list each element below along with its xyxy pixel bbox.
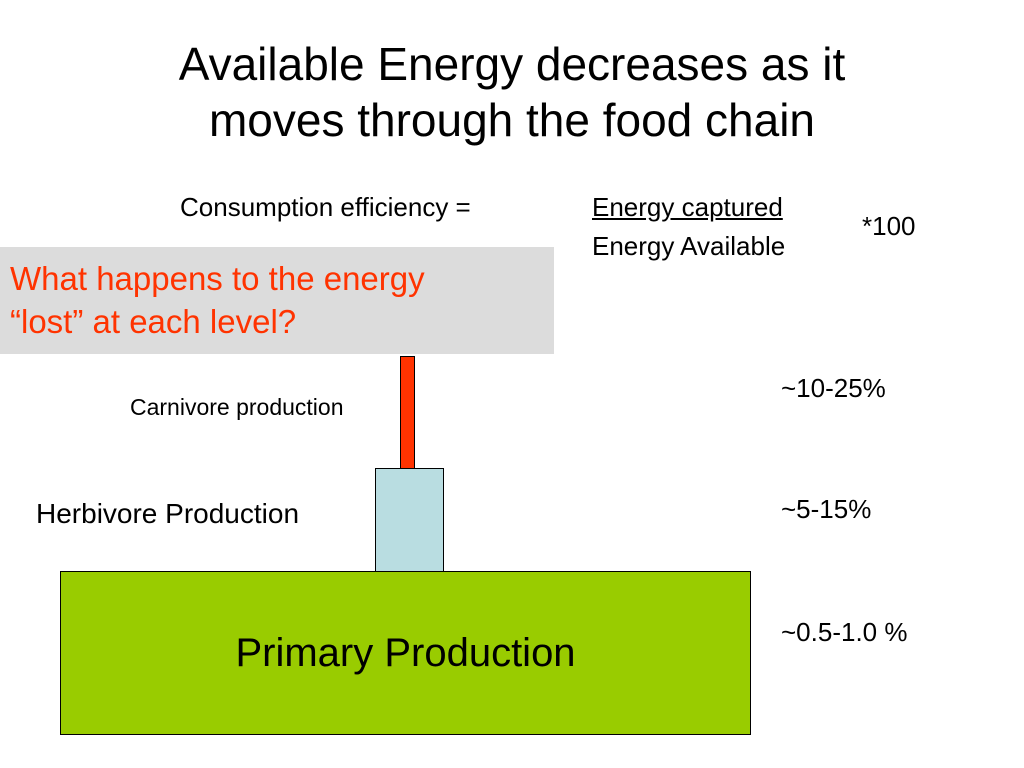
slide-title: Available Energy decreases as it moves t…: [0, 36, 1024, 148]
title-line-2: moves through the food chain: [208, 94, 816, 146]
formula-label: Consumption efficiency =: [180, 192, 471, 222]
herbivore-production-bar: [375, 468, 444, 574]
formula-numerator: Energy captured: [592, 192, 783, 222]
primary-production-box: Primary Production: [60, 571, 751, 735]
carnivore-production-label: Carnivore production: [130, 394, 344, 420]
formula-denominator: Energy Available: [592, 231, 786, 261]
formula-multiplier: *100: [862, 211, 916, 241]
carnivore-efficiency: ~10-25%: [781, 373, 886, 403]
question-line-2: “lost” at each level?: [10, 303, 297, 340]
title-line-1: Available Energy decreases as it: [178, 38, 846, 90]
primary-production-label: Primary Production: [235, 630, 576, 675]
question-callout: What happens to the energy “lost” at eac…: [0, 247, 554, 354]
carnivore-production-bar: [400, 356, 415, 470]
herbivore-production-label: Herbivore Production: [36, 498, 300, 529]
primary-efficiency: ~0.5-1.0 %: [781, 617, 908, 647]
herbivore-efficiency: ~5-15%: [781, 494, 872, 524]
question-line-1: What happens to the energy: [10, 260, 425, 297]
